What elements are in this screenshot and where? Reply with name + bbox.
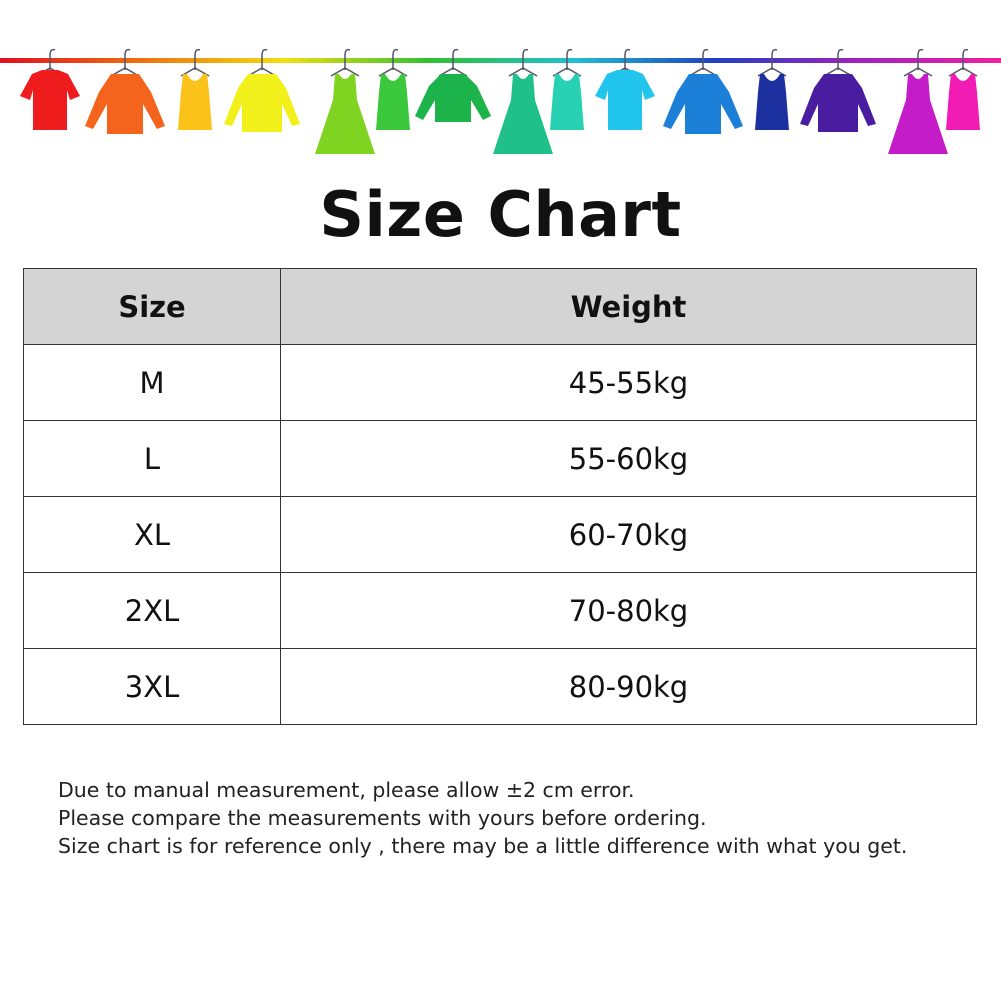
header-size: Size — [23, 268, 281, 345]
note-line: Due to manual measurement, please allow … — [58, 778, 635, 802]
table-row: M 45-55kg — [23, 344, 977, 421]
garment-cardigan-icon — [224, 48, 300, 132]
note-line: Please compare the measurements with you… — [58, 806, 707, 830]
page-title: Size Chart — [319, 178, 682, 251]
size-cell: XL — [23, 496, 281, 573]
garment-shirt-icon — [663, 48, 743, 134]
table-row: XL 60-70kg — [23, 496, 977, 573]
size-cell: M — [23, 344, 281, 421]
weight-cell: 55-60kg — [280, 420, 977, 497]
weight-cell: 60-70kg — [280, 496, 977, 573]
garment-dress-icon — [315, 48, 375, 154]
garment-tank-icon — [178, 48, 212, 130]
size-table: Size Weight M 45-55kg L 55-60kg XL 60-70kg … — [23, 268, 977, 725]
header-weight: Weight — [280, 268, 977, 345]
clothes-hanger-banner — [0, 48, 1001, 154]
garment-tank-icon — [755, 48, 789, 130]
garment-dress-icon — [888, 48, 948, 154]
size-cell: 2XL — [23, 572, 281, 649]
table-header-row: Size Weight — [23, 268, 977, 345]
garment-sweater-icon — [415, 48, 491, 122]
garment-tshirt-icon — [595, 48, 655, 130]
garment-cardigan-icon — [800, 48, 876, 132]
notes: Due to manual measurement, please allow … — [58, 776, 907, 860]
garment-tshirt-icon — [20, 48, 80, 130]
weight-cell: 45-55kg — [280, 344, 977, 421]
garment-tank-icon — [376, 48, 410, 130]
size-cell: 3XL — [23, 648, 281, 725]
garment-shirt-icon — [85, 48, 165, 134]
table-row: 3XL 80-90kg — [23, 648, 977, 725]
table-row: 2XL 70-80kg — [23, 572, 977, 649]
weight-cell: 80-90kg — [280, 648, 977, 725]
size-cell: L — [23, 420, 281, 497]
garment-tank-icon — [550, 48, 584, 130]
note-line: Size chart is for reference only , there… — [58, 834, 908, 858]
weight-cell: 70-80kg — [280, 572, 977, 649]
hanger-rod — [0, 58, 1001, 63]
table-row: L 55-60kg — [23, 420, 977, 497]
garment-dress-icon — [493, 48, 553, 154]
garment-tank-icon — [946, 48, 980, 130]
